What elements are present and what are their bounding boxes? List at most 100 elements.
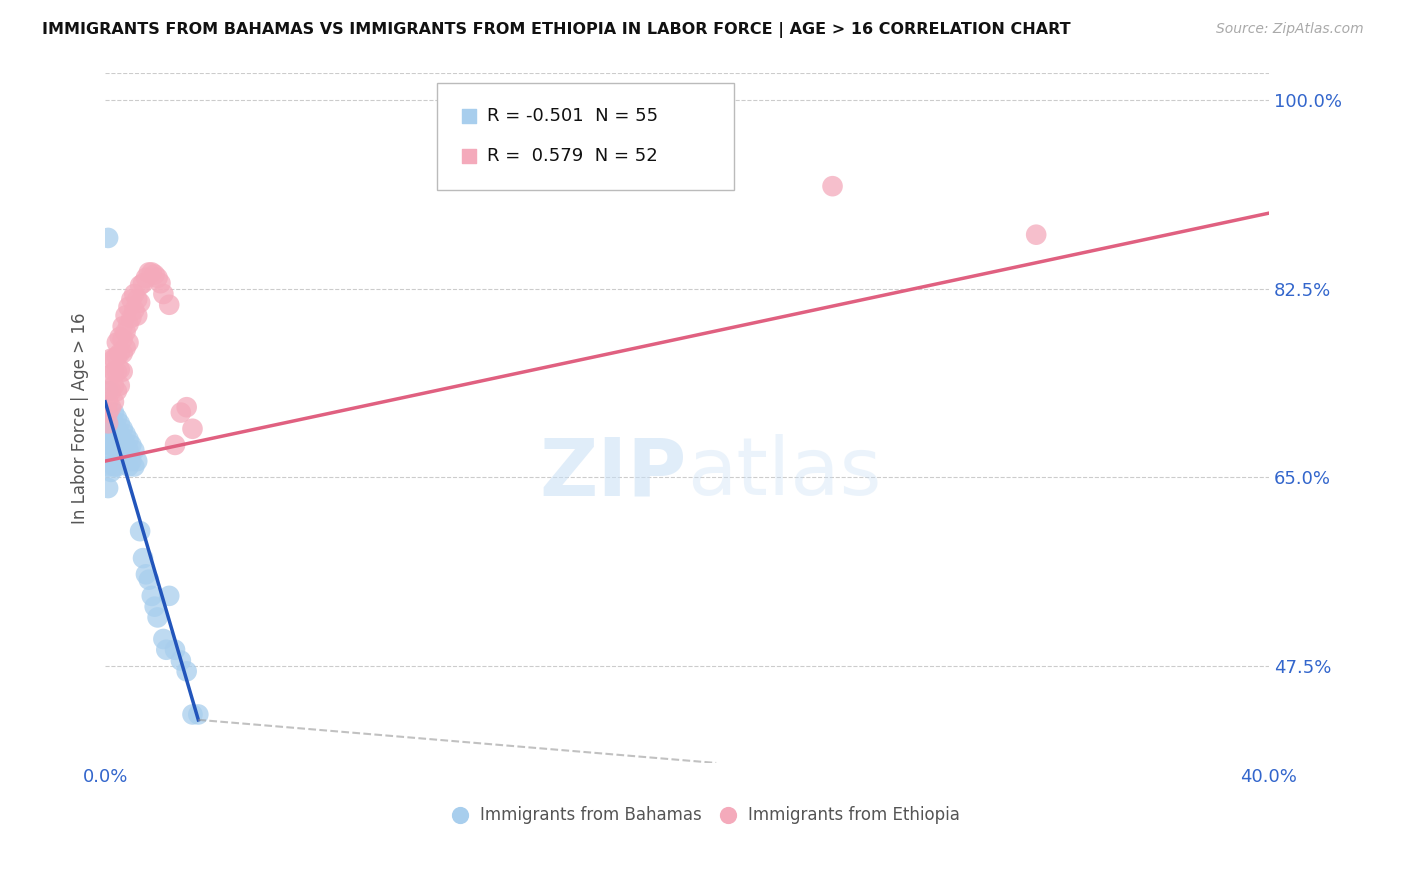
- Point: [143, 268, 166, 282]
- Point: [129, 524, 152, 538]
- Point: [114, 454, 136, 468]
- Point: [163, 438, 186, 452]
- Point: [97, 438, 120, 452]
- Point: [157, 589, 180, 603]
- Point: [97, 384, 120, 398]
- Point: [1004, 161, 1026, 175]
- Point: [105, 365, 128, 379]
- Point: [108, 449, 131, 463]
- Point: [100, 400, 122, 414]
- Point: [100, 368, 122, 382]
- Point: [105, 443, 128, 458]
- Point: [103, 406, 125, 420]
- Point: [120, 310, 142, 325]
- Text: Immigrants from Ethiopia: Immigrants from Ethiopia: [748, 805, 959, 823]
- Point: [135, 270, 157, 285]
- Point: [97, 459, 120, 474]
- Text: R = -0.501  N = 55: R = -0.501 N = 55: [486, 107, 658, 126]
- Point: [117, 300, 139, 314]
- Point: [120, 454, 142, 468]
- Point: [149, 277, 172, 291]
- Point: [138, 265, 160, 279]
- Point: [111, 365, 134, 379]
- Text: atlas: atlas: [688, 434, 882, 512]
- Point: [114, 325, 136, 339]
- Point: [170, 406, 193, 420]
- Point: [103, 351, 125, 366]
- Point: [117, 459, 139, 474]
- Point: [103, 378, 125, 392]
- Point: [132, 551, 155, 566]
- Point: [108, 330, 131, 344]
- Point: [100, 384, 122, 398]
- Point: [111, 433, 134, 447]
- Point: [117, 317, 139, 331]
- Point: [100, 417, 122, 431]
- Point: [97, 406, 120, 420]
- Point: [129, 278, 152, 293]
- Point: [141, 265, 163, 279]
- Point: [97, 394, 120, 409]
- Point: [120, 438, 142, 452]
- Point: [103, 427, 125, 442]
- Point: [181, 422, 204, 436]
- Point: [108, 438, 131, 452]
- Point: [114, 427, 136, 442]
- Point: [97, 417, 120, 431]
- Point: [105, 433, 128, 447]
- Point: [124, 287, 146, 301]
- Point: [105, 411, 128, 425]
- Point: [127, 293, 149, 307]
- Point: [146, 270, 169, 285]
- Point: [176, 665, 198, 679]
- Point: [170, 654, 193, 668]
- Point: [1004, 222, 1026, 236]
- Point: [103, 449, 125, 463]
- Text: Immigrants from Bahamas: Immigrants from Bahamas: [479, 805, 702, 823]
- Text: Source: ZipAtlas.com: Source: ZipAtlas.com: [1216, 22, 1364, 37]
- Point: [114, 309, 136, 323]
- Point: [129, 295, 152, 310]
- Point: [124, 443, 146, 458]
- Point: [111, 449, 134, 463]
- Point: [1025, 227, 1047, 242]
- Point: [138, 573, 160, 587]
- Point: [821, 179, 844, 194]
- Point: [124, 303, 146, 318]
- Text: R =  0.579  N = 52: R = 0.579 N = 52: [486, 147, 658, 165]
- Point: [111, 346, 134, 360]
- Point: [111, 422, 134, 436]
- Point: [97, 417, 120, 431]
- Point: [103, 417, 125, 431]
- Point: [117, 335, 139, 350]
- Point: [108, 417, 131, 431]
- Point: [105, 422, 128, 436]
- Point: [146, 610, 169, 624]
- Point: [108, 427, 131, 442]
- Point: [124, 459, 146, 474]
- Point: [187, 707, 209, 722]
- Point: [105, 384, 128, 398]
- Point: [100, 422, 122, 436]
- Point: [117, 443, 139, 458]
- Point: [111, 332, 134, 346]
- Point: [127, 309, 149, 323]
- Point: [127, 454, 149, 468]
- Point: [105, 459, 128, 474]
- Point: [143, 599, 166, 614]
- Point: [105, 335, 128, 350]
- Point: [120, 293, 142, 307]
- Point: [157, 298, 180, 312]
- Point: [97, 481, 120, 495]
- Point: [100, 449, 122, 463]
- Point: [108, 362, 131, 376]
- Point: [114, 438, 136, 452]
- Text: ZIP: ZIP: [540, 434, 688, 512]
- Point: [155, 642, 177, 657]
- Point: [152, 287, 174, 301]
- Point: [105, 350, 128, 364]
- Point: [132, 277, 155, 291]
- Point: [117, 433, 139, 447]
- Point: [100, 465, 122, 479]
- Point: [103, 365, 125, 379]
